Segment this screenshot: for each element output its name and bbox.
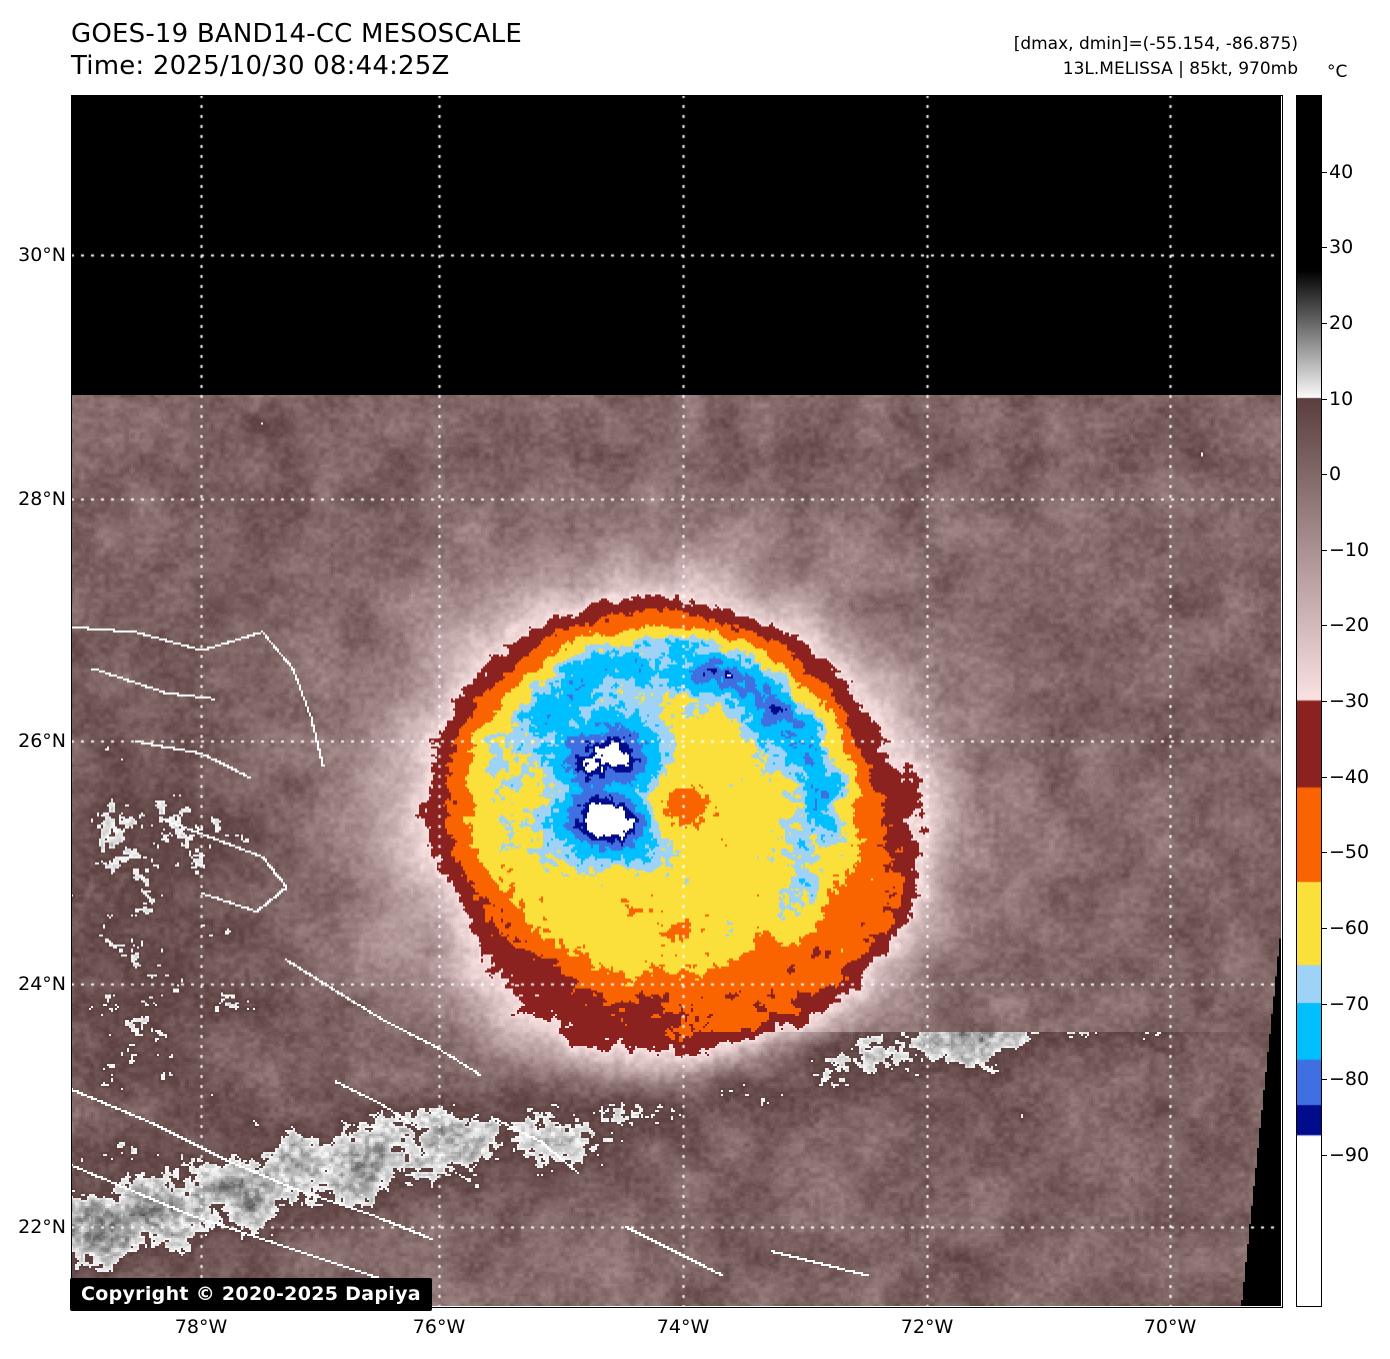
lat-label-26: 26°N	[18, 730, 66, 752]
colorbar-label-10: 10	[1329, 387, 1354, 410]
colorbar-tick	[1321, 1079, 1327, 1081]
colorbar-unit-label: °C	[1327, 62, 1348, 82]
colorbar-label-30: 30	[1329, 236, 1354, 259]
copyright-badge: Copyright © 2020-2025 Dapiya	[70, 1278, 432, 1311]
colorbar-tick	[1321, 322, 1327, 324]
colorbar-tick	[1321, 1154, 1327, 1156]
colorbar-tick	[1321, 1003, 1327, 1005]
colorbar-tick	[1321, 701, 1327, 702]
colorbar-label-0: 0	[1329, 463, 1342, 486]
colorbar-label--90: −90	[1329, 1143, 1370, 1166]
colorbar[interactable]	[1297, 96, 1321, 1306]
lon-label-74: 74°W	[656, 1316, 710, 1338]
lat-label-22: 22°N	[18, 1216, 66, 1238]
page-title: GOES-19 BAND14-CC MESOSCALE	[71, 19, 522, 49]
colorbar-canvas	[1297, 96, 1321, 1306]
storm-info-label: 13L.MELISSA | 85kt, 970mb	[1062, 59, 1298, 79]
lon-label-76: 76°W	[412, 1316, 466, 1338]
colorbar-label--70: −70	[1329, 992, 1370, 1015]
colorbar-label-20: 20	[1329, 311, 1354, 334]
colorbar-tick	[1321, 474, 1327, 476]
colorbar-label--80: −80	[1329, 1068, 1370, 1091]
metadata-block: [dmax, dmin]=(-55.154, -86.875) 13L.MELI…	[1014, 32, 1298, 82]
timestamp-label: Time: 2025/10/30 08:44:25Z	[71, 51, 450, 81]
map-gridlines	[71, 95, 1281, 1306]
colorbar-tick	[1321, 927, 1327, 929]
colorbar-tick	[1321, 247, 1327, 249]
title-block: GOES-19 BAND14-CC MESOSCALE Time: 2025/1…	[71, 18, 522, 82]
colorbar-tick	[1321, 171, 1327, 173]
colorbar-tick	[1321, 398, 1327, 400]
lat-label-24: 24°N	[18, 973, 66, 995]
colorbar-label--10: −10	[1329, 538, 1370, 561]
lon-label-70: 70°W	[1143, 1316, 1197, 1338]
lon-label-72: 72°W	[900, 1316, 954, 1338]
colorbar-label-40: 40	[1329, 160, 1354, 183]
colorbar-tick	[1321, 852, 1327, 854]
colorbar-label--30: −30	[1329, 690, 1370, 712]
colorbar-label--20: −20	[1329, 614, 1370, 637]
colorbar-label--40: −40	[1329, 765, 1370, 788]
colorbar-tick	[1321, 549, 1327, 551]
satellite-map[interactable]	[71, 95, 1281, 1306]
lat-label-28: 28°N	[18, 488, 66, 510]
colorbar-tick	[1321, 625, 1327, 627]
dmax-dmin-label: [dmax, dmin]=(-55.154, -86.875)	[1013, 34, 1298, 54]
lon-label-78: 78°W	[174, 1316, 228, 1338]
colorbar-label--50: −50	[1329, 841, 1370, 864]
lat-label-30: 30°N	[18, 244, 66, 266]
colorbar-tick	[1321, 776, 1327, 778]
colorbar-label--60: −60	[1329, 916, 1370, 939]
